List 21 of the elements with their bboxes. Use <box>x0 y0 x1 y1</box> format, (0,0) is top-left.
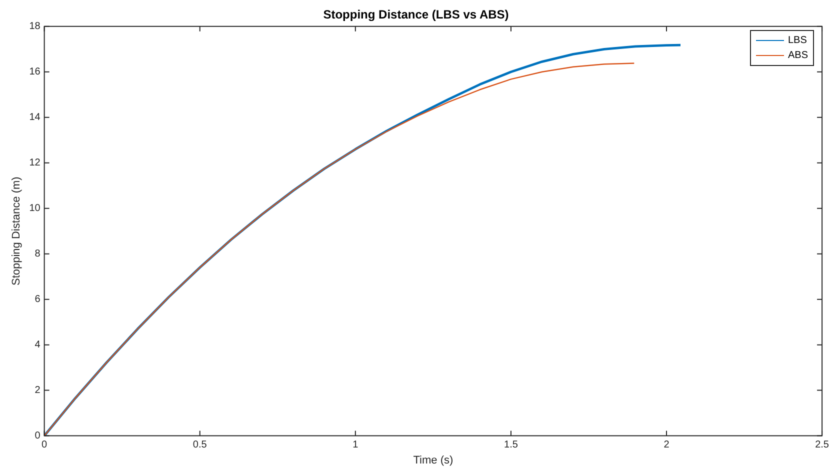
legend-label: ABS <box>788 49 808 63</box>
x-tick-label: 0 <box>42 440 48 451</box>
y-axis-title: Stopping Distance (m) <box>10 176 23 286</box>
y-tick-label: 4 <box>34 340 41 351</box>
x-tick-label: 2 <box>664 440 670 451</box>
y-tick-label: 16 <box>29 66 41 78</box>
y-tick-label: 8 <box>34 248 41 260</box>
y-tick-label: 12 <box>29 158 41 169</box>
x-tick-label: 0.5 <box>192 440 208 451</box>
y-tick-label: 14 <box>29 112 41 124</box>
y-tick-label: 2 <box>34 385 41 396</box>
y-tick-label: 18 <box>29 21 41 32</box>
y-tick-label: 0 <box>34 430 41 442</box>
x-tick-label: 1 <box>352 440 359 451</box>
y-tick-label: 6 <box>34 294 41 306</box>
x-axis-title: Time (s) <box>413 454 454 466</box>
chart-title: Stopping Distance (LBS vs ABS) <box>323 8 509 22</box>
y-tick-label: 10 <box>29 203 41 214</box>
x-tick-label: 1.5 <box>504 440 518 451</box>
legend-label: LBS <box>788 34 807 48</box>
x-tick-label: 2.5 <box>815 440 830 451</box>
